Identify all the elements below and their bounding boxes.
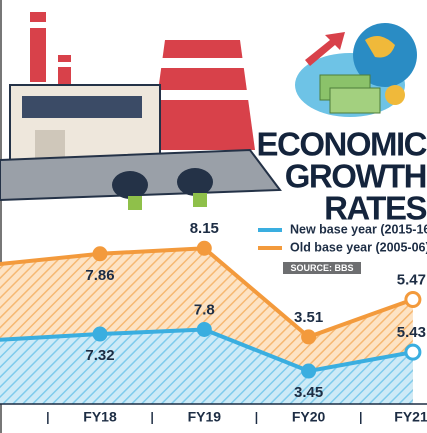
x-tick-label: FY21 [394, 409, 427, 425]
data-point [92, 246, 108, 262]
chart-title: ECONOMIC [257, 126, 427, 163]
data-point [404, 343, 422, 361]
source: SOURCE: BBS [290, 263, 353, 273]
data-point [196, 240, 212, 256]
data-point [404, 290, 422, 308]
value-label: 3.45 [294, 384, 323, 401]
chart-title: GROWTH [285, 158, 426, 195]
legend: New base year (2015-16) Old base year (20… [258, 222, 427, 274]
money-illustration [295, 23, 417, 117]
value-label: 5.43 [397, 324, 426, 341]
data-point [301, 363, 317, 379]
source-box [283, 262, 361, 274]
data-point [301, 329, 317, 345]
legend-label: New base year (2015-16) [290, 222, 427, 236]
series-area [0, 329, 413, 404]
x-tick-label: FY19 [188, 409, 222, 425]
chart-title: RATES [324, 190, 426, 227]
value-label: 3.51 [294, 309, 323, 326]
value-label: 7.86 [85, 267, 114, 284]
value-label: 5.47 [397, 271, 426, 288]
x-tick-label: FY20 [292, 409, 326, 425]
x-tick-label: FY18 [83, 409, 117, 425]
factory-illustration [0, 12, 282, 210]
value-label: 7.32 [85, 347, 114, 364]
plot: 7.86 8.15 3.51 5.47 7.32 7.8 3.45 5.43 FY18 FY19 F… [0, 220, 427, 425]
legend-label: Old base year (2005-06) [290, 240, 427, 254]
data-point [196, 321, 212, 337]
value-label: 8.15 [190, 220, 219, 237]
data-point [92, 326, 108, 342]
value-label: 7.8 [194, 301, 215, 318]
